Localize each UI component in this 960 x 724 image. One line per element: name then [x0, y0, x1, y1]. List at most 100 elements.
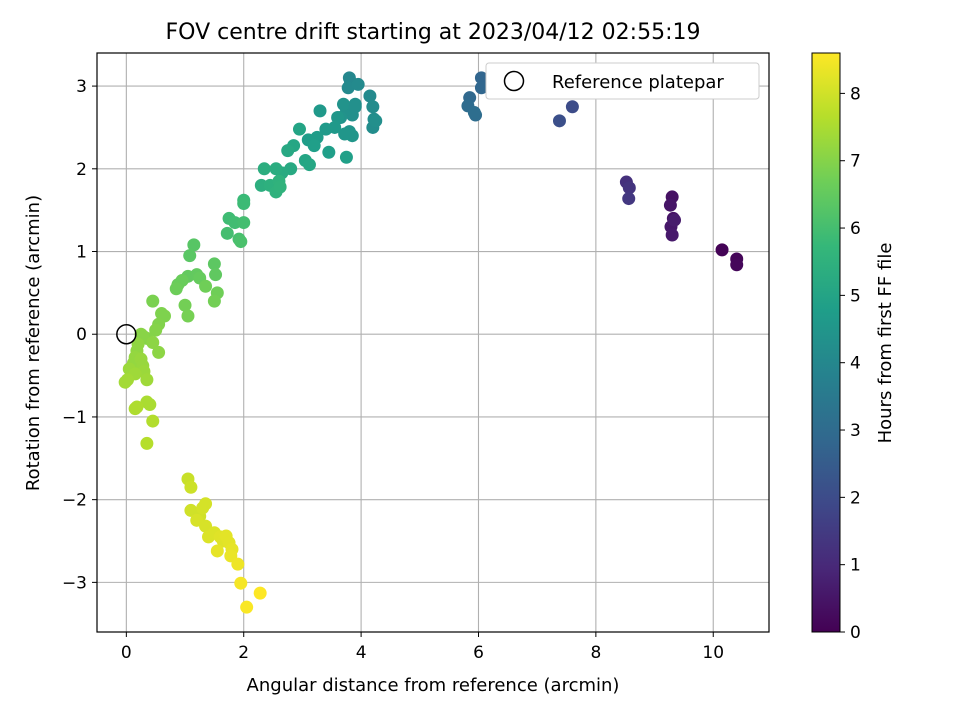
colorbar-tick-label: 5	[850, 286, 861, 306]
data-point	[363, 89, 377, 103]
data-point	[234, 576, 248, 590]
data-point	[184, 480, 198, 494]
colorbar-tick-label: 4	[850, 354, 861, 374]
data-point	[730, 258, 744, 272]
data-point	[253, 586, 267, 600]
data-point	[474, 71, 488, 85]
y-tick-label: 3	[76, 77, 87, 97]
data-point	[237, 197, 251, 211]
data-point	[552, 114, 566, 128]
data-point	[319, 122, 333, 136]
x-tick-label: 2	[238, 643, 249, 663]
data-point	[369, 114, 383, 128]
data-point	[665, 228, 679, 242]
data-point	[281, 144, 295, 158]
data-point	[331, 111, 345, 125]
grid	[97, 53, 769, 632]
data-point	[149, 323, 163, 337]
data-point	[474, 81, 488, 95]
data-point	[118, 375, 132, 389]
data-point	[322, 145, 336, 159]
data-point	[183, 249, 197, 263]
data-points	[116, 71, 744, 614]
colorbar-ticks: 0 1 2 3 4 5 6 7 8	[840, 84, 861, 643]
data-point	[140, 436, 154, 450]
data-point	[668, 213, 682, 227]
data-point	[338, 127, 352, 141]
data-point	[257, 162, 271, 176]
data-point	[269, 162, 283, 176]
legend-label-reference-platepar: Reference platepar	[552, 72, 724, 93]
data-point	[237, 216, 251, 230]
x-tick-label: 6	[473, 643, 484, 663]
data-point	[207, 294, 221, 308]
colorbar-tick-label: 1	[850, 556, 861, 576]
x-tick-label: 0	[121, 643, 132, 663]
data-point	[140, 373, 154, 387]
data-point	[366, 100, 380, 114]
data-point	[181, 309, 195, 323]
data-point	[146, 294, 160, 308]
data-point	[187, 238, 201, 252]
colorbar-tick-label: 7	[850, 152, 861, 172]
x-tick-label: 10	[702, 643, 724, 663]
chart-title: FOV centre drift starting at 2023/04/12 …	[166, 20, 701, 45]
data-point	[231, 557, 245, 571]
plot-frame	[96, 52, 770, 633]
data-point	[146, 336, 160, 349]
data-point	[209, 268, 223, 282]
data-point	[178, 298, 192, 312]
data-point	[622, 181, 636, 195]
data-point	[336, 97, 350, 111]
y-tick-label: 1	[76, 243, 87, 263]
y-tick-label: −3	[62, 573, 87, 593]
data-point	[143, 398, 157, 412]
legend-marker-reference-platepar	[503, 70, 525, 92]
legend: Reference platepar	[485, 62, 760, 100]
data-point	[622, 192, 636, 206]
colorbar: 0 1 2 3 4 5 6 7 8 Hours from first FF file	[811, 52, 896, 643]
data-point	[339, 150, 353, 164]
y-tick-label: −1	[62, 408, 87, 428]
reference-platepar-marker	[116, 323, 137, 345]
data-point	[199, 279, 213, 293]
y-axis-label: Rotation from reference (arcmin)	[23, 195, 44, 491]
data-point	[210, 544, 224, 558]
y-tick-label: −2	[62, 491, 87, 511]
data-point	[302, 158, 316, 172]
data-point	[307, 139, 321, 153]
data-point	[348, 100, 362, 114]
data-point	[196, 501, 210, 515]
data-point	[341, 81, 355, 95]
colorbar-gradient	[811, 52, 841, 633]
data-point	[207, 257, 221, 271]
data-point	[169, 282, 183, 296]
data-point	[220, 226, 234, 240]
data-point	[240, 600, 254, 614]
data-point	[292, 122, 306, 136]
data-point	[313, 104, 327, 118]
x-axis-label: Angular distance from reference (arcmin)	[247, 675, 620, 696]
data-point	[715, 243, 729, 257]
y-tick-label: 2	[76, 160, 87, 180]
data-point	[565, 100, 579, 114]
y-tick-label: 0	[76, 325, 87, 345]
data-point	[467, 106, 481, 120]
colorbar-tick-label: 2	[850, 488, 861, 508]
colorbar-label: Hours from first FF file	[875, 243, 896, 444]
data-point	[146, 414, 160, 428]
legend-box	[485, 62, 760, 100]
x-tick-label: 4	[356, 643, 367, 663]
data-point	[234, 235, 248, 249]
data-point	[351, 77, 365, 91]
colorbar-tick-label: 6	[850, 219, 861, 239]
data-point	[273, 180, 287, 194]
data-point	[128, 402, 142, 416]
colorbar-tick-label: 3	[850, 421, 861, 441]
data-point	[152, 345, 166, 359]
colorbar-tick-label: 0	[850, 623, 861, 643]
axes: 0 2 4 6 8 10 −3 −2 −1 0 1 2 3	[62, 77, 724, 663]
x-tick-label: 8	[590, 643, 601, 663]
